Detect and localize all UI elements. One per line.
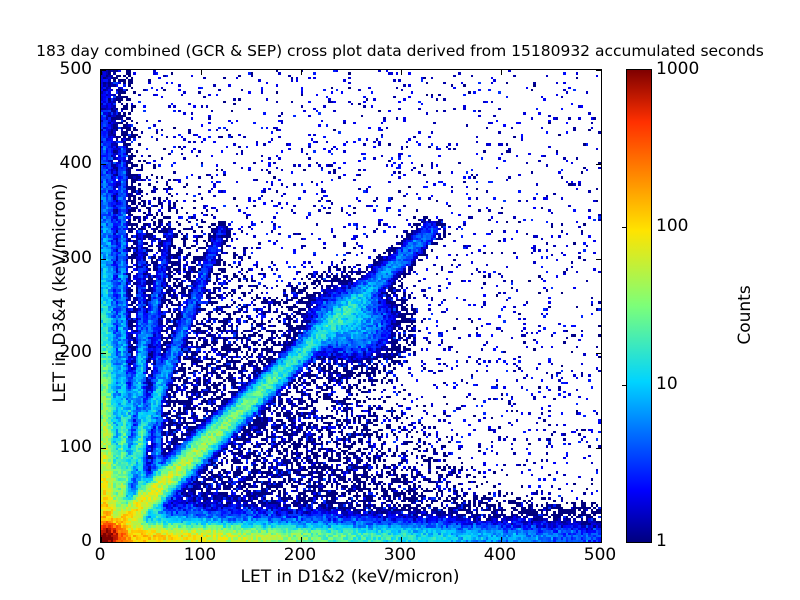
colorbar-ticklabel-1000: 1000	[656, 59, 700, 79]
y-tick-300	[596, 258, 601, 260]
y-tick-200	[101, 353, 106, 355]
y-tick-200	[596, 353, 601, 355]
x-tick-500	[601, 70, 602, 75]
y-ticklabel-500: 500	[59, 59, 92, 79]
x-tick-100	[201, 537, 202, 542]
colorbar-ticklabel-1: 1	[656, 531, 667, 551]
colorbar-tick-10	[622, 384, 627, 386]
x-tick-100	[201, 70, 202, 75]
x-tick-200	[301, 70, 302, 75]
x-ticklabel-200: 200	[283, 545, 317, 565]
x-tick-400	[501, 70, 502, 75]
colorbar	[622, 69, 652, 543]
x-axis-label: LET in D1&2 (keV/micron)	[240, 567, 460, 587]
y-axis-label: LET in D3&4 (keV/micron)	[50, 183, 70, 403]
x-tick-200	[301, 537, 302, 542]
colorbar-gradient	[627, 70, 651, 542]
title-line-1: 183 day combined (GCR & SEP) cross plot …	[36, 42, 764, 60]
colorbar-label: Counts	[735, 285, 755, 345]
y-ticklabel-100: 100	[59, 436, 92, 457]
y-tick-100	[101, 447, 106, 449]
y-tick-500	[596, 70, 601, 71]
y-tick-400	[101, 164, 106, 166]
x-ticklabel-500: 500	[583, 545, 617, 565]
x-tick-400	[501, 537, 502, 542]
y-ticklabel-300: 300	[59, 247, 92, 268]
y-tick-0	[101, 542, 106, 543]
y-tick-300	[101, 258, 106, 260]
plot-area	[100, 69, 602, 543]
x-ticklabel-100: 100	[183, 545, 217, 565]
x-tick-500	[601, 537, 602, 542]
y-tick-400	[596, 164, 601, 166]
colorbar-ticklabel-100: 100	[656, 216, 689, 237]
y-tick-500	[101, 70, 106, 71]
colorbar-ticklabel-10: 10	[656, 373, 678, 394]
x-tick-300	[401, 537, 402, 542]
y-tick-100	[596, 447, 601, 449]
y-tick-0	[596, 542, 601, 543]
x-ticklabel-400: 400	[483, 545, 517, 565]
x-tick-300	[401, 70, 402, 75]
x-ticklabel-300: 300	[383, 545, 417, 565]
x-tick-0	[101, 70, 102, 75]
x-tick-0	[101, 537, 102, 542]
x-ticklabel-0: 0	[94, 545, 106, 565]
y-ticklabel-400: 400	[59, 153, 92, 174]
density-heatmap-canvas	[101, 70, 601, 542]
y-ticklabel-200: 200	[59, 342, 92, 363]
y-ticklabel-0: 0	[81, 531, 92, 551]
colorbar-tick-100	[622, 227, 627, 229]
